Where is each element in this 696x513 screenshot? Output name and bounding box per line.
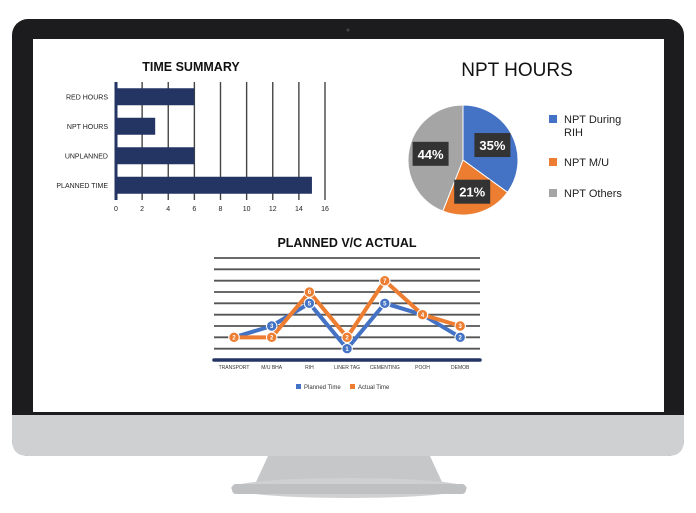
legend-label-rih-line2: RIH bbox=[564, 127, 583, 139]
data-label: 7 bbox=[383, 279, 387, 285]
time-summary-tick-label: 14 bbox=[295, 206, 303, 213]
data-label: 2 bbox=[232, 336, 236, 342]
time-summary-tick-label: 12 bbox=[269, 206, 277, 213]
data-label: 2 bbox=[459, 336, 463, 342]
data-label: 2 bbox=[345, 336, 349, 342]
time-summary-chart: TIME SUMMARY RED HOURS NPT HOURS UNPLANNED… bbox=[56, 60, 329, 213]
legend-label-planned: Planned Time bbox=[304, 385, 341, 391]
data-point bbox=[379, 274, 391, 287]
pie-label: 44% bbox=[418, 147, 444, 162]
legend-swatch-rih bbox=[549, 115, 557, 123]
time-summary-category-label: NPT HOURS bbox=[67, 124, 108, 131]
time-summary-tick-label: 16 bbox=[321, 206, 329, 213]
time-summary-tick-label: 6 bbox=[192, 206, 196, 213]
pie-label-box bbox=[454, 179, 491, 204]
pie-label: 35% bbox=[479, 138, 505, 153]
time-summary-bars bbox=[116, 88, 312, 194]
line-chart-category-label: RIH bbox=[305, 365, 314, 371]
npt-hours-chart: NPT HOURS 35% 21% 44% NPT During RIH NPT M… bbox=[407, 60, 622, 216]
data-point bbox=[454, 320, 466, 332]
pie-label-box bbox=[412, 141, 449, 166]
data-point bbox=[228, 331, 240, 344]
legend-swatch-mu bbox=[549, 158, 557, 166]
data-point bbox=[416, 308, 429, 321]
monitor-stand-neck bbox=[256, 456, 442, 482]
data-label: 3 bbox=[270, 324, 274, 330]
time-summary-category-label: PLANNED TIME bbox=[56, 183, 108, 190]
legend-swatch-planned bbox=[296, 384, 301, 389]
data-label: 6 bbox=[308, 290, 312, 296]
planned-vs-actual-title: PLANNED V/C ACTUAL bbox=[277, 236, 416, 250]
time-summary-category-label: UNPLANNED bbox=[65, 153, 108, 160]
data-label: 3 bbox=[459, 324, 463, 330]
data-label: 4 bbox=[421, 313, 425, 319]
data-point bbox=[266, 331, 278, 344]
line-chart-category-label: CEMENTING bbox=[370, 365, 400, 371]
monitor-stand-foot bbox=[232, 484, 466, 494]
legend-label-actual: Actual Time bbox=[358, 385, 390, 391]
data-point bbox=[303, 297, 316, 310]
line-chart-series: 23515422262743 bbox=[228, 274, 466, 355]
line-chart-legend: Planned Time Actual Time bbox=[296, 384, 390, 391]
time-summary-tick-label: 0 bbox=[114, 206, 118, 213]
time-summary-bar bbox=[116, 88, 195, 106]
time-summary-tick-label: 2 bbox=[140, 206, 144, 213]
legend-label-rih-line1: NPT During bbox=[564, 114, 621, 126]
legend-swatch-others bbox=[549, 189, 557, 197]
time-summary-title: TIME SUMMARY bbox=[142, 60, 240, 74]
time-summary-tick-labels: 0 2 4 6 8 10 12 14 16 bbox=[114, 206, 329, 213]
line-chart-category-labels: TRANSPORT M/U BHA RIH LINER TAG CEMENTING POO… bbox=[219, 365, 470, 371]
data-point bbox=[341, 331, 353, 344]
time-summary-bar bbox=[116, 147, 195, 165]
data-label: 5 bbox=[383, 302, 387, 308]
line-chart-category-label: TRANSPORT bbox=[219, 365, 250, 371]
camera-dot bbox=[346, 28, 350, 32]
data-label: 2 bbox=[270, 336, 274, 342]
data-point bbox=[303, 286, 316, 298]
time-summary-tick-label: 8 bbox=[219, 206, 223, 213]
time-summary-bar bbox=[116, 176, 312, 194]
legend-swatch-actual bbox=[350, 384, 355, 389]
time-summary-tick-label: 4 bbox=[166, 206, 170, 213]
line-chart-category-label: M/U BHA bbox=[261, 365, 283, 371]
data-point bbox=[454, 331, 466, 344]
pie-label: 21% bbox=[459, 185, 485, 200]
data-point bbox=[379, 297, 391, 310]
npt-hours-title: NPT HOURS bbox=[461, 60, 573, 81]
npt-legend: NPT During RIH NPT M/U NPT Others bbox=[549, 114, 622, 200]
line-chart-category-label: DEMOB bbox=[451, 365, 470, 371]
time-summary-category-label: RED HOURS bbox=[66, 94, 108, 101]
data-label: 5 bbox=[308, 302, 312, 308]
time-summary-bar bbox=[116, 117, 156, 135]
line-chart-category-label: POOH bbox=[415, 365, 430, 371]
planned-vs-actual-chart: PLANNED V/C ACTUAL 23515422262743 TRANSP… bbox=[212, 236, 482, 391]
npt-pie-labels: 35% 21% 44% bbox=[412, 133, 511, 204]
data-point bbox=[341, 342, 353, 355]
line-chart-category-label: LINER TAG bbox=[334, 365, 360, 371]
time-summary-category-labels: RED HOURS NPT HOURS UNPLANNED PLANNED TIME bbox=[56, 94, 108, 190]
pie-label-box bbox=[474, 133, 511, 158]
data-label: 1 bbox=[345, 347, 349, 353]
data-point bbox=[266, 320, 278, 332]
legend-label-others: NPT Others bbox=[564, 188, 622, 200]
legend-label-mu: NPT M/U bbox=[564, 157, 609, 169]
time-summary-tick-label: 10 bbox=[243, 206, 251, 213]
monitor-chin bbox=[12, 415, 684, 456]
